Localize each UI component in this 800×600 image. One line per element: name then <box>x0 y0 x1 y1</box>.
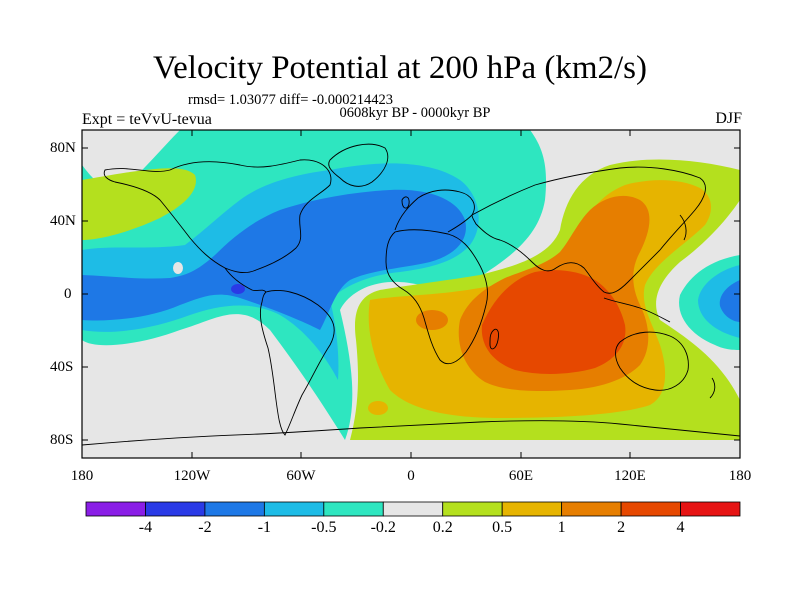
coast-madagascar <box>489 328 499 350</box>
lon-label-60w: 60W <box>286 468 316 484</box>
lon-label-0: 0 <box>407 468 415 484</box>
colorbar-label: -0.2 <box>370 519 396 536</box>
lat-label-40s: 40S <box>50 359 74 375</box>
colorbar-label: 2 <box>617 519 626 536</box>
colorbar-label: -4 <box>138 519 153 536</box>
lat-label-40n: 40N <box>50 213 76 229</box>
coast-south-america <box>259 290 335 436</box>
coast-asia <box>471 166 706 294</box>
colorbar-label: 0.2 <box>432 519 453 536</box>
coast-north-america <box>103 159 332 274</box>
coastlines <box>82 143 740 446</box>
lon-label-180e: 180 <box>728 468 752 484</box>
colorbar-swatch <box>501 501 563 517</box>
lat-label-80n: 80N <box>50 140 76 156</box>
coast-europe <box>394 189 475 233</box>
colorbar-label: -1 <box>257 519 272 536</box>
season-label: DJF <box>715 110 742 127</box>
lon-label-120e: 120E <box>614 468 646 484</box>
colorbar-swatch <box>263 501 325 517</box>
coast-central-america <box>224 267 267 293</box>
contour-field <box>82 130 740 458</box>
coast-japan <box>679 214 687 241</box>
pos-weak-nw <box>82 168 196 240</box>
colorbar-label: 4 <box>676 519 685 536</box>
coast-australia <box>615 331 689 391</box>
tick-marks <box>82 130 740 458</box>
colorbar-swatch <box>442 501 503 517</box>
neg-strong-region <box>82 189 466 330</box>
neg-gray-hole <box>152 345 188 359</box>
pos-mid-spot <box>416 310 448 330</box>
lon-label-180w: 180 <box>70 468 94 484</box>
coast-uk <box>401 196 410 209</box>
colorbar-swatch <box>620 501 681 517</box>
pos-mid-spot-2 <box>368 401 388 415</box>
map-title: Velocity Potential at 200 hPa (km2/s) <box>152 50 648 86</box>
east-neg-mid <box>698 265 740 338</box>
experiment-label: Expt = teVvU-tevua <box>82 111 212 128</box>
coast-greenland <box>328 143 389 187</box>
coast-antarctica <box>82 420 740 446</box>
lon-label-120w: 120W <box>173 468 211 484</box>
lat-label-80s: 80S <box>50 432 74 448</box>
coast-indonesia <box>603 297 671 323</box>
colorbar-swatch <box>145 501 206 517</box>
lat-label-eq: 0 <box>64 286 72 302</box>
neg-xstrong-spot <box>231 284 245 294</box>
coast-africa <box>385 229 489 365</box>
east-neg-strong <box>719 280 740 322</box>
colorbar-swatch <box>561 501 622 517</box>
colorbar <box>85 501 741 517</box>
colorbar-swatch <box>382 501 444 517</box>
pos-xstrong-region <box>481 270 626 374</box>
stats-line: rmsd= 1.03077 diff= -0.000214423 <box>188 92 393 108</box>
lon-label-60e: 60E <box>508 468 534 484</box>
colorbar-swatch <box>204 501 265 517</box>
neg-gray-hole-2 <box>173 262 183 274</box>
period-line: 0608kyr BP - 0000kyr BP <box>339 105 491 121</box>
colorbar-label: 1 <box>557 519 566 536</box>
colorbar-label: -0.5 <box>311 519 337 536</box>
colorbar-swatch <box>323 501 384 517</box>
colorbar-label: -2 <box>198 519 212 536</box>
colorbar-label: 0.5 <box>492 519 513 536</box>
colorbar-swatch <box>680 501 741 517</box>
colorbar-swatch <box>85 501 146 517</box>
coast-new-zealand <box>709 377 716 399</box>
